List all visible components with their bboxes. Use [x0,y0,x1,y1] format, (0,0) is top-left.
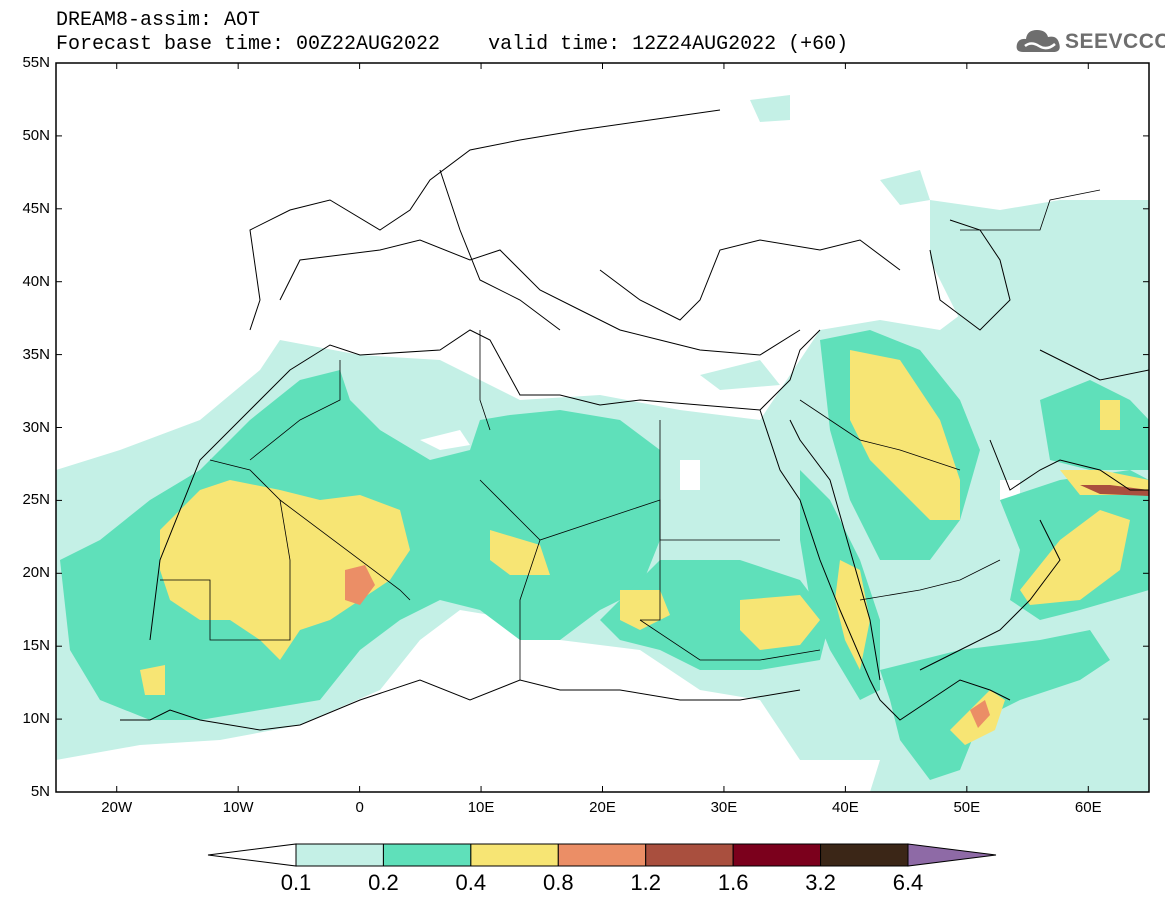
latitude-label: 15N [22,637,50,655]
longitude-label: 10E [467,799,495,816]
longitude-label: 40E [832,799,859,816]
map-title-line2: Forecast base time: 00Z22AUG2022 valid t… [56,33,849,56]
colorbar-label: 0.2 [368,870,399,895]
latitude-label: 10N [22,710,50,728]
seevccc-logo: SEEVCCC [1015,24,1165,58]
colorbar-box [645,843,734,867]
axis-ticks [56,62,1149,793]
colorbar-label: 0.4 [455,870,487,895]
latitude-label: 25N [22,491,50,509]
longitude-label: 20W [101,799,133,816]
longitude-label: 30E [710,799,738,816]
colorbar-label: 1.2 [630,870,661,895]
longitude-label: 20E [589,799,616,816]
country-borders [160,189,1101,680]
colorbar-box [470,843,559,867]
colorbar-box [295,843,384,867]
longitude-label: 50E [953,799,981,816]
longitude-label: 10W [222,799,254,816]
colorbar-label: 0.8 [542,870,574,895]
longitude-label: 0 [355,799,364,816]
latitude-label: 40N [22,272,50,290]
aot-level-05 [1080,485,1149,496]
colorbar-box [557,843,647,867]
colorbar-box [382,843,472,867]
logo-text: SEEVCCC [1065,30,1165,53]
colorbar-upper-arrow [907,843,997,867]
latitude-label: 45N [22,199,50,217]
latitude-label: 55N [22,54,50,71]
colorbar-label: 1.6 [717,870,749,895]
aot-level-04 [345,565,990,728]
latitude-label: 5N [30,783,50,800]
latitude-label: 35N [22,345,50,363]
latitude-label: 20N [22,564,50,582]
colorbar-label: 6.4 [892,870,924,895]
colorbar-box [732,843,822,867]
map-title-line1: DREAM8-assim: AOT [56,9,261,32]
latitude-label: 30N [22,418,50,436]
longitude-label: 60E [1074,799,1102,816]
aot-level-03 [140,350,1149,745]
colorbar-box [820,843,909,867]
colorbar-lower-arrow [207,843,297,867]
colorbar-label: 3.2 [805,870,836,895]
latitude-label: 50N [22,126,50,144]
cloud-icon [1016,30,1060,52]
colorbar-label: 0.1 [280,870,312,895]
